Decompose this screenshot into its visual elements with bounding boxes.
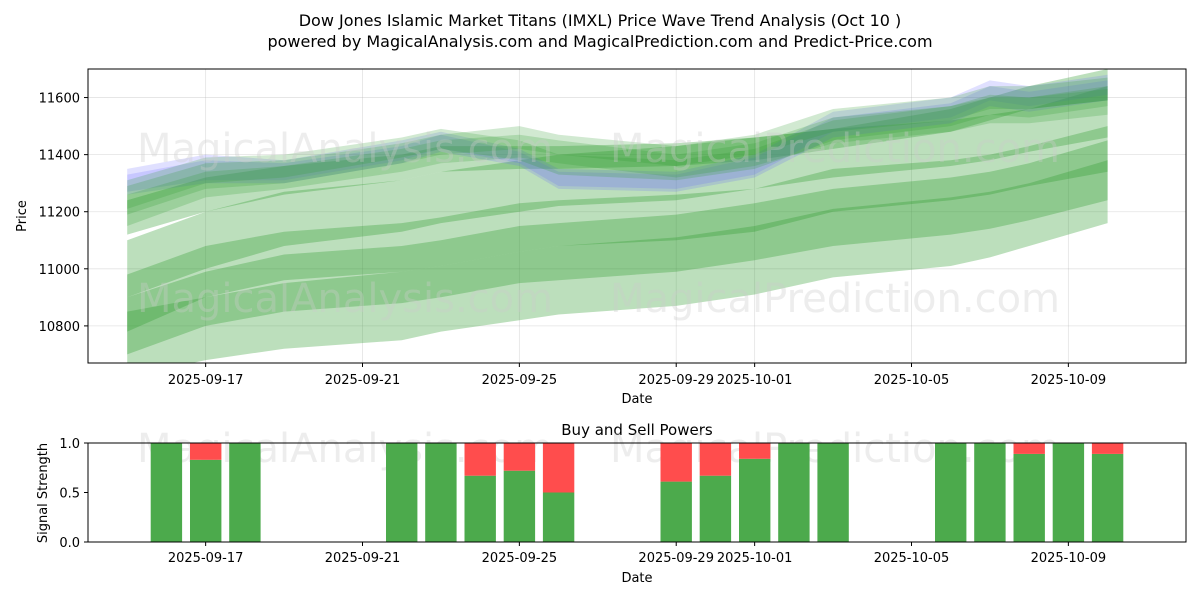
price-y-axis-label: Price [15,200,30,232]
power-x-axis-label: Date [621,571,652,586]
buy-bar [503,470,536,542]
power-x-tick-label: 2025-10-01 [717,551,793,566]
power-y-axis-label: Signal Strength [36,443,51,543]
wave-band [127,126,1108,332]
power-y-tick-label: 0.5 [59,487,80,502]
power-x-tick-label: 2025-10-09 [1031,551,1107,566]
recent-band [127,86,1108,209]
price-grid [88,69,1186,363]
sell-bar [1013,443,1045,454]
buy-bar [1013,453,1045,542]
chart-title-line1: Dow Jones Islamic Market Titans (IMXL) P… [299,11,902,30]
price-bands [127,69,1108,363]
buy-bar [817,443,849,542]
price-y-tick-label: 10800 [39,320,80,335]
sell-bar [699,443,732,476]
price-y-ticks: 10800 11000 11200 11400 11600 [39,92,88,335]
power-x-tick-label: 2025-10-05 [874,551,950,566]
buy-bar [190,459,222,542]
buy-bar [386,443,418,542]
recent-band [127,77,1108,215]
price-x-tick-label: 2025-09-25 [482,373,558,388]
power-x-tick-label: 2025-09-25 [482,551,558,566]
price-x-ticks: 2025-09-17 2025-09-21 2025-09-25 2025-09-29… [168,363,1106,388]
power-x-ticks: 2025-09-17 2025-09-21 2025-09-25 2025-09-29… [168,542,1106,566]
wave-band [127,140,1108,355]
buy-bar [699,475,732,542]
buy-bar [1091,453,1124,542]
buy-bar [464,475,496,542]
price-plot-frame [87,68,1187,364]
wave-band [127,160,1108,363]
price-plot: MagicalAnalysis.com MagicalPrediction.co… [15,68,1187,407]
power-y-ticks: 0.0 0.5 1.0 [59,437,88,551]
price-x-tick-label: 2025-09-21 [325,373,401,388]
price-x-axis-label: Date [621,392,652,407]
wave-band [127,69,1108,235]
buy-bar [778,443,810,542]
sell-bar [190,443,222,460]
watermark-analysis-top: MagicalAnalysis.com [137,126,553,172]
power-title: Buy and Sell Powers [561,421,713,439]
sell-bar [660,443,692,482]
buy-bar [1052,443,1085,542]
power-y-tick-label: 1.0 [59,437,80,452]
price-x-tick-label: 2025-09-17 [168,373,244,388]
sell-bar [1091,443,1124,454]
wave-band [127,86,1108,298]
sell-bar [464,443,496,476]
power-y-tick-label: 0.0 [59,536,80,551]
price-x-tick-label: 2025-10-09 [1031,373,1107,388]
watermark-prediction-mid: MagicalPrediction.com [610,276,1060,322]
price-band-group [127,69,1108,363]
buy-bar [660,481,692,542]
price-y-tick-label: 11400 [39,149,80,164]
price-x-tick-label: 2025-09-29 [638,373,714,388]
watermark-prediction-top: MagicalPrediction.com [610,126,1060,172]
price-x-tick-label: 2025-10-01 [717,373,793,388]
price-watermarks: MagicalAnalysis.com MagicalPrediction.co… [137,126,1060,322]
chart-title-line2: powered by MagicalAnalysis.com and Magic… [267,32,932,51]
power-bars [150,443,1124,542]
price-y-tick-label: 11600 [39,92,80,107]
sell-bar [739,443,771,459]
buy-bar [542,492,575,542]
buy-bar [150,443,183,542]
recent-band [127,74,1108,192]
recent-band [127,80,1108,195]
sell-bar [503,443,536,471]
buy-bar [425,443,457,542]
price-y-tick-label: 11200 [39,206,80,221]
buy-bar [935,443,967,542]
recent-band [127,89,1108,226]
power-x-tick-label: 2025-09-17 [168,551,244,566]
buy-bar [229,443,261,542]
power-x-tick-label: 2025-09-29 [638,551,714,566]
power-x-tick-label: 2025-09-21 [325,551,401,566]
price-x-tick-label: 2025-10-05 [874,373,950,388]
sell-bar [542,443,575,493]
buy-bar [739,458,771,542]
buy-bar [974,443,1006,542]
price-y-tick-label: 11000 [39,263,80,278]
watermark-analysis-mid: MagicalAnalysis.com [137,276,553,322]
power-plot: Buy and Sell Powers MagicalAnalysis.com … [36,421,1187,586]
